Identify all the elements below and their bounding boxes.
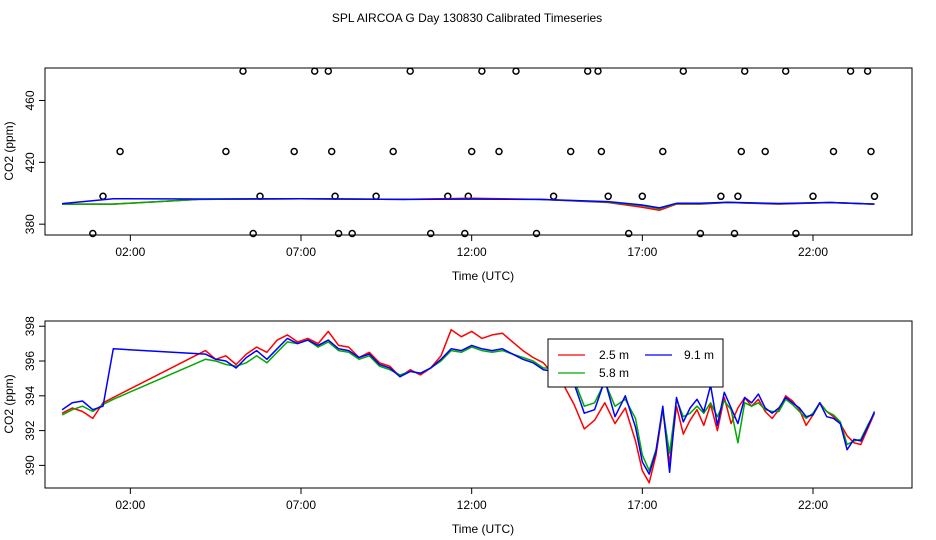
outlier-point	[638, 192, 647, 201]
bottom-y-tick-label: 394	[23, 385, 37, 405]
outlier-point	[781, 67, 790, 75]
top-y-axis: 380 420 460	[23, 90, 45, 234]
outlier-point	[604, 192, 612, 201]
bottom-x-axis: 02:00 07:00 12:00 17:00 22:00	[115, 488, 828, 512]
outlier-point	[426, 229, 435, 238]
bottom-y-tick-label: 392	[23, 420, 37, 440]
outlier-point	[792, 229, 800, 238]
bottom-series-lines	[61, 328, 876, 484]
bottom-series-line-5-8-mm	[61, 339, 876, 472]
outlier-point	[761, 147, 769, 156]
chart-title: SPL AIRCOA G Day 130830 Calibrated Times…	[332, 11, 602, 25]
top-y-tick-label: 460	[23, 90, 37, 110]
outlier-point	[290, 147, 298, 156]
outlier-point	[734, 192, 742, 201]
outlier-point	[549, 192, 558, 201]
legend: 2.5 m 5.8 m 9.1 m	[547, 338, 724, 388]
outlier-point	[348, 229, 356, 238]
top-y-tick-label: 380	[23, 214, 37, 234]
outlier-point	[116, 147, 124, 156]
outlier-point	[809, 192, 817, 201]
outlier-point	[310, 67, 319, 75]
outlier-point	[846, 67, 855, 75]
outlier-point	[495, 147, 503, 156]
outlier-point	[566, 147, 575, 156]
outlier-point	[532, 229, 541, 238]
bottom-x-axis-label: Time (UTC)	[452, 522, 514, 536]
outlier-point	[406, 67, 414, 75]
outlier-point	[659, 147, 667, 156]
legend-label-2-5m: 2.5 m	[599, 348, 629, 362]
outlier-point	[478, 67, 486, 75]
bottom-x-tick-label: 07:00	[286, 498, 316, 512]
bottom-y-tick-label: 398	[23, 316, 37, 336]
bottom-y-axis: 390 392 394 396 398	[23, 316, 45, 475]
outlier-point	[327, 147, 336, 156]
top-outlier-points	[89, 67, 879, 238]
outlier-point	[717, 192, 725, 201]
outlier-point	[679, 67, 688, 75]
outlier-point	[372, 192, 380, 201]
bottom-x-tick-label: 12:00	[457, 498, 487, 512]
top-x-axis-label: Time (UTC)	[452, 269, 514, 283]
outlier-point	[583, 67, 592, 75]
top-series-line-5-8-mm	[62, 197, 875, 210]
top-x-tick-label: 17:00	[627, 245, 657, 259]
outlier-point	[461, 229, 469, 238]
bottom-panel: 02:00 07:00 12:00 17:00 22:00 39039239439639…	[2, 316, 913, 536]
legend-label-9-1m: 9.1 m	[684, 348, 714, 362]
bottom-y-axis-label: CO2 (ppm)	[2, 374, 16, 433]
outlier-point	[334, 229, 343, 238]
top-y-tick-label: 420	[23, 152, 37, 172]
outlier-point	[829, 147, 838, 156]
top-y-axis-label: CO2 (ppm)	[2, 121, 16, 180]
top-panel: 02:00 07:00 12:00 17:00 22:00 380 420 460 Time…	[2, 67, 913, 283]
top-series-lines	[62, 197, 875, 212]
outlier-point	[512, 67, 520, 75]
outlier-point	[870, 192, 879, 201]
top-x-tick-label: 22:00	[798, 245, 828, 259]
bottom-y-tick-label: 390	[23, 455, 37, 475]
outlier-point	[389, 147, 397, 156]
outlier-point	[740, 67, 749, 75]
legend-box	[547, 338, 724, 388]
top-plot-frame	[44, 67, 913, 236]
bottom-x-tick-label: 02:00	[115, 498, 145, 512]
outlier-point	[867, 147, 875, 156]
outlier-point	[696, 229, 705, 238]
bottom-y-tick-label: 396	[23, 351, 37, 371]
outlier-point	[594, 67, 602, 75]
bottom-x-tick-label: 22:00	[798, 498, 828, 512]
legend-label-5-8m: 5.8 m	[599, 366, 629, 380]
outlier-point	[249, 229, 257, 238]
outlier-point	[737, 147, 746, 156]
bottom-plot-frame	[44, 320, 913, 489]
top-x-tick-label: 07:00	[286, 245, 316, 259]
top-x-tick-label: 12:00	[457, 245, 487, 259]
outlier-point	[99, 192, 107, 201]
bottom-x-tick-label: 17:00	[627, 498, 657, 512]
outlier-point	[730, 229, 739, 238]
outlier-point	[624, 229, 633, 238]
outlier-point	[597, 147, 606, 156]
outlier-point	[89, 229, 97, 238]
top-x-axis: 02:00 07:00 12:00 17:00 22:00	[115, 235, 828, 259]
outlier-point	[239, 67, 247, 75]
outlier-point	[222, 147, 230, 156]
top-x-tick-label: 02:00	[115, 245, 145, 259]
outlier-point	[863, 67, 872, 75]
outlier-point	[467, 147, 476, 156]
outlier-point	[324, 67, 333, 75]
top-series-line-9-1-mm	[62, 197, 875, 209]
